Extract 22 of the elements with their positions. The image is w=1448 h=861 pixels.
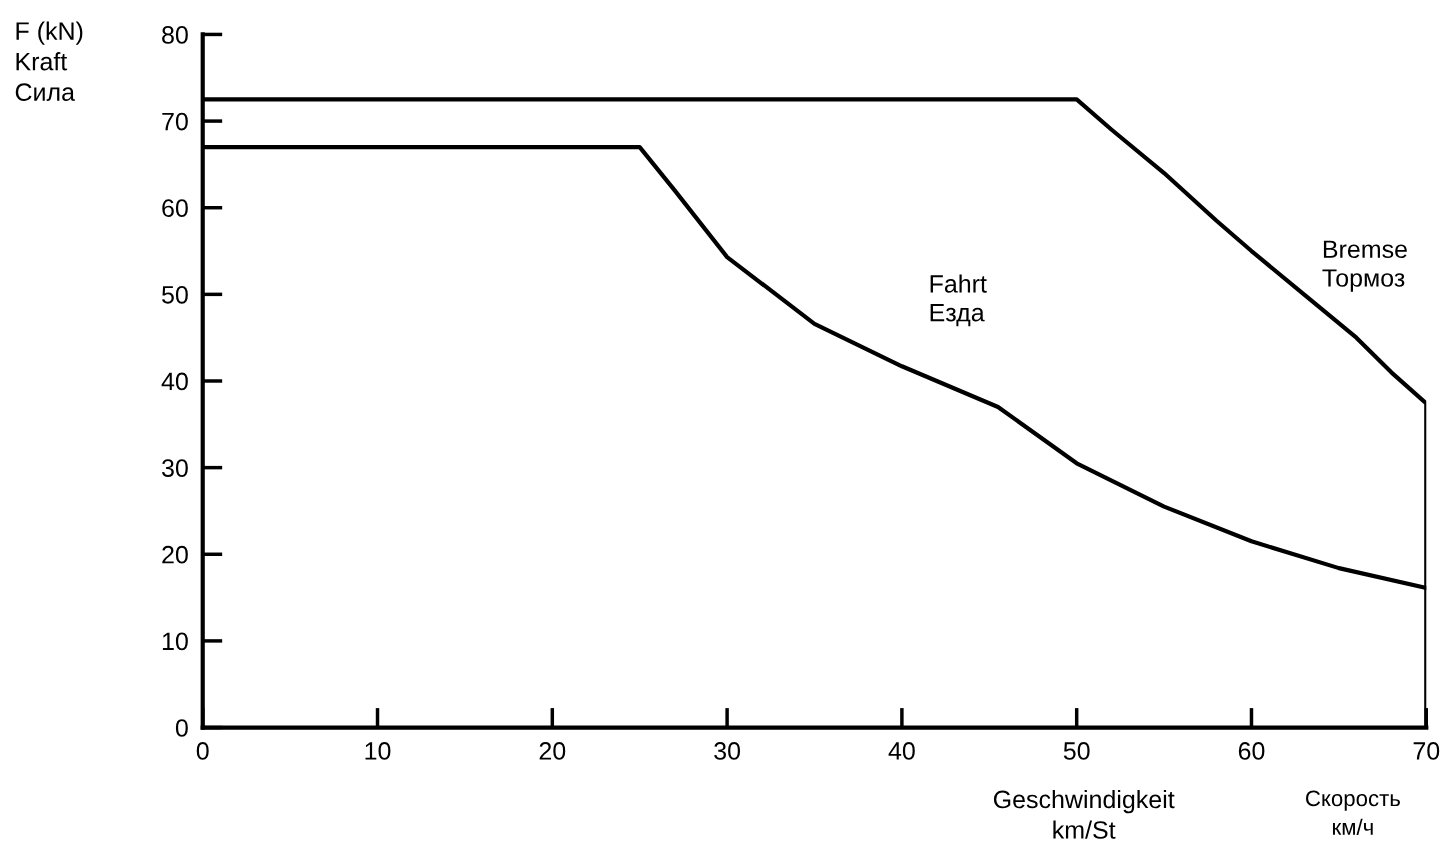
x-tick-label: 50: [1063, 742, 1090, 760]
x-tick-label: 30: [714, 742, 741, 760]
y-tick-label: 20: [162, 545, 188, 564]
y-tick-label: 80: [162, 26, 188, 44]
y-tick-label: 10: [162, 632, 188, 651]
y-tick-label: 0: [175, 719, 188, 737]
series-label: Bremse Тормоз: [1322, 240, 1407, 292]
series-label: Fahrt Езда: [930, 274, 987, 327]
text: Скорость км/ч: [1306, 790, 1400, 836]
y-axis-title: F (kN) Kraft Сила: [15, 21, 83, 101]
y-tick-label: 60: [162, 199, 188, 218]
y-tick-label: 70: [162, 112, 188, 131]
x-tick-label: 40: [888, 742, 915, 760]
y-tick-label: 50: [162, 285, 188, 304]
x-axis-title: Geschwindigkeit km/St: [993, 789, 1175, 839]
x-tick-label: 0: [196, 742, 209, 760]
x-tick-label: 20: [539, 742, 566, 760]
x-tick-label: 60: [1238, 742, 1265, 760]
x-tick-label: 10: [365, 742, 391, 760]
x-tick-label: 70: [1413, 742, 1440, 760]
y-tick-label: 30: [161, 459, 188, 477]
y-tick-label: 40: [161, 372, 188, 391]
